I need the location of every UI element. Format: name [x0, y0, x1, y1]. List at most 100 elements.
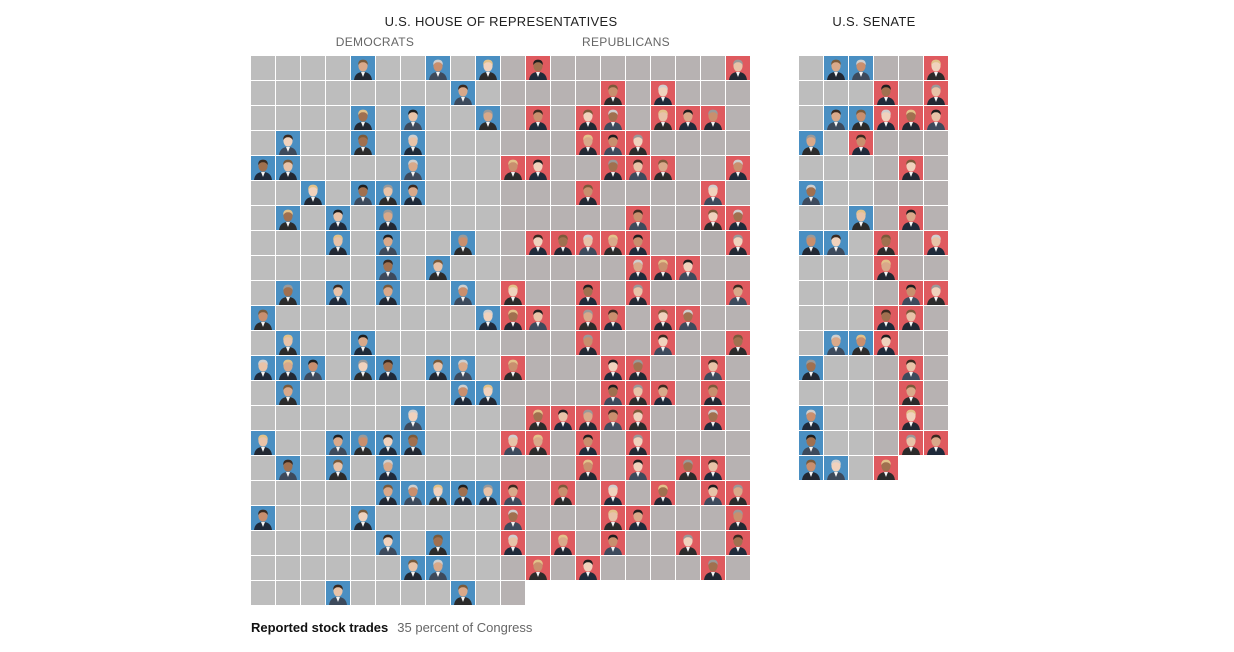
- seat-republican-trader: [874, 256, 898, 280]
- seat: [526, 256, 550, 280]
- seat: [326, 156, 350, 180]
- seat-democrat-trader: [476, 381, 500, 405]
- seat-democrat-trader: [326, 206, 350, 230]
- seat-republican-trader: [899, 406, 923, 430]
- seat-republican-trader: [726, 506, 750, 530]
- seat-democrat-trader: [251, 306, 275, 330]
- seat: [451, 256, 475, 280]
- portrait-icon: [679, 309, 697, 330]
- seat: [276, 256, 300, 280]
- seat: [526, 456, 550, 480]
- portrait-icon: [579, 109, 597, 130]
- portrait-icon: [654, 484, 672, 505]
- seat: [301, 56, 325, 80]
- seat-democrat-trader: [426, 531, 450, 555]
- seat: [326, 106, 350, 130]
- portrait-icon: [729, 509, 747, 530]
- seat: [326, 256, 350, 280]
- seat-democrat-trader: [351, 431, 375, 455]
- seat: [351, 206, 375, 230]
- seat: [451, 556, 475, 580]
- seat-republican-trader: [701, 406, 725, 430]
- portrait-icon: [379, 484, 397, 505]
- portrait-icon: [827, 334, 845, 355]
- seat: [376, 506, 400, 530]
- seat: [301, 481, 325, 505]
- seat: [824, 206, 848, 230]
- portrait-icon: [604, 309, 622, 330]
- portrait-icon: [629, 259, 647, 280]
- seat: [701, 56, 725, 80]
- seat: [924, 381, 948, 405]
- seat: [701, 331, 725, 355]
- portrait-icon: [704, 484, 722, 505]
- seat: [576, 531, 600, 555]
- portrait-icon: [629, 234, 647, 255]
- portrait-icon: [454, 584, 472, 605]
- seat: [351, 306, 375, 330]
- portrait-icon: [279, 134, 297, 155]
- seat: [301, 331, 325, 355]
- seat-democrat-trader: [849, 331, 873, 355]
- seat: [301, 556, 325, 580]
- seat: [451, 306, 475, 330]
- seat: [601, 206, 625, 230]
- seat: [476, 581, 500, 605]
- portrait-icon: [479, 484, 497, 505]
- portrait-icon: [604, 484, 622, 505]
- seat-republican-trader: [501, 506, 525, 530]
- seat: [451, 56, 475, 80]
- seat: [526, 356, 550, 380]
- seat: [824, 381, 848, 405]
- portrait-icon: [504, 159, 522, 180]
- portrait-icon: [379, 459, 397, 480]
- seat: [276, 531, 300, 555]
- seat: [526, 381, 550, 405]
- seat: [849, 456, 873, 480]
- seat: [301, 231, 325, 255]
- seat-republican-trader: [601, 506, 625, 530]
- seat: [376, 381, 400, 405]
- seat: [276, 231, 300, 255]
- seat-republican-trader: [676, 106, 700, 130]
- seat: [874, 356, 898, 380]
- seat: [426, 581, 450, 605]
- seat: [426, 406, 450, 430]
- seat: [799, 381, 823, 405]
- portrait-icon: [529, 559, 547, 580]
- seat-democrat-trader: [276, 381, 300, 405]
- seat: [701, 506, 725, 530]
- seat-democrat-trader: [351, 106, 375, 130]
- seat-democrat-trader: [799, 406, 823, 430]
- seat-republican-trader: [651, 331, 675, 355]
- seat-republican-trader: [899, 106, 923, 130]
- portrait-icon: [629, 434, 647, 455]
- seat-republican-trader: [501, 281, 525, 305]
- seat: [401, 531, 425, 555]
- seat: [849, 381, 873, 405]
- seat: [351, 231, 375, 255]
- seat: [251, 331, 275, 355]
- seat-republican-trader: [526, 231, 550, 255]
- seat-republican-trader: [701, 381, 725, 405]
- seat: [476, 356, 500, 380]
- seat: [376, 156, 400, 180]
- portrait-icon: [604, 234, 622, 255]
- seat: [676, 381, 700, 405]
- seat: [326, 306, 350, 330]
- seat-democrat-trader: [376, 481, 400, 505]
- seat-republican-trader: [726, 481, 750, 505]
- seat-republican-trader: [626, 506, 650, 530]
- seat: [401, 506, 425, 530]
- seat: [824, 406, 848, 430]
- seat: [626, 106, 650, 130]
- seat-democrat-trader: [251, 506, 275, 530]
- portrait-icon: [554, 234, 572, 255]
- seat: [651, 431, 675, 455]
- seat: [301, 206, 325, 230]
- seat: [676, 406, 700, 430]
- seat-democrat-trader: [401, 181, 425, 205]
- seat: [426, 81, 450, 105]
- seat: [726, 431, 750, 455]
- seat-democrat-trader: [451, 231, 475, 255]
